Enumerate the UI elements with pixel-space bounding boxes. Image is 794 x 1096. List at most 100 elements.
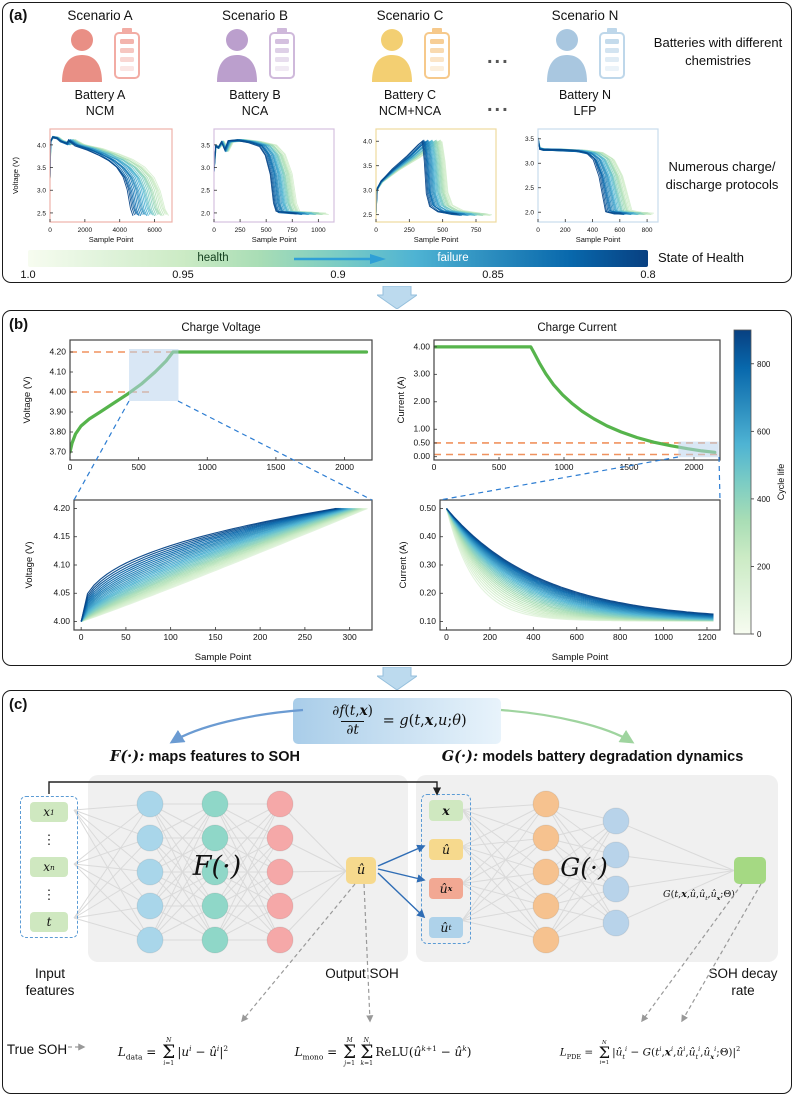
- svg-text:4.0: 4.0: [37, 142, 46, 149]
- svg-text:0: 0: [757, 630, 762, 639]
- svg-text:200: 200: [253, 632, 267, 642]
- battery-icon: [269, 28, 295, 79]
- svg-text:1.00: 1.00: [413, 424, 430, 434]
- svg-text:200: 200: [483, 632, 497, 642]
- soh-tick: 1.0: [20, 269, 36, 281]
- u-hat-label: û: [356, 863, 366, 878]
- svg-text:250: 250: [298, 632, 312, 642]
- svg-text:3.70: 3.70: [49, 446, 66, 456]
- f-inputs: x 1 ⋮ x n ⋮ t: [20, 796, 78, 938]
- svg-text:4.10: 4.10: [53, 559, 70, 569]
- svg-text:250: 250: [404, 227, 415, 234]
- svg-text:0: 0: [79, 632, 84, 642]
- chemistry-label: NCM: [85, 104, 115, 119]
- battery-label: Battery C: [383, 88, 437, 102]
- svg-text:250: 250: [235, 227, 246, 234]
- panel-b-label: (b): [9, 316, 29, 333]
- soh-tick: 0.8: [640, 269, 656, 281]
- svg-text:2.5: 2.5: [201, 188, 210, 195]
- svg-text:0: 0: [432, 462, 437, 472]
- svg-text:Voltage (V): Voltage (V): [24, 542, 35, 589]
- svg-text:1500: 1500: [266, 462, 285, 472]
- battery-icon: [424, 28, 450, 79]
- svg-text:Sample Point: Sample Point: [552, 652, 609, 663]
- svg-text:0.30: 0.30: [419, 559, 436, 569]
- svg-text:0: 0: [444, 632, 449, 642]
- svg-text:3.5: 3.5: [363, 163, 372, 170]
- scenario-b: Scenario B Battery B NCA: [185, 8, 325, 120]
- svg-text:Current (A): Current (A): [398, 542, 409, 589]
- battery-name: Battery N LFP: [515, 87, 655, 120]
- svg-text:0: 0: [48, 227, 52, 234]
- soh-tick: 0.95: [172, 269, 194, 281]
- vdots: ⋮: [42, 831, 56, 847]
- svg-text:0.00: 0.00: [413, 451, 430, 461]
- svg-text:Current (A): Current (A): [396, 377, 407, 424]
- scenario-b-title: Scenario B: [221, 8, 289, 23]
- f-big-label: F(·): [192, 851, 242, 882]
- svg-text:3.80: 3.80: [49, 426, 66, 436]
- panel-c-label: (c): [9, 696, 28, 713]
- svg-text:50: 50: [121, 632, 131, 642]
- svg-text:Sample Point: Sample Point: [195, 652, 252, 663]
- svg-text:6000: 6000: [147, 227, 162, 234]
- svg-text:2.5: 2.5: [37, 210, 46, 217]
- voltage_inset-axes: 0 50 100 150 200 250 300 4.00 4.05 4.10 4.15 4.20 Sa…: [24, 499, 373, 663]
- caption-soh-decay: SOH decay rate: [708, 966, 778, 998]
- g-script-symbol: G(·):: [441, 748, 479, 765]
- side-label-protocols: Numerous charge/ discharge protocols: [665, 159, 779, 192]
- soh-colorbar-title: State of Health: [658, 250, 744, 265]
- chemistry-label: NCA: [241, 104, 269, 119]
- battery-name: Battery A NCM: [30, 87, 170, 120]
- svg-text:400: 400: [526, 632, 540, 642]
- svg-text:4.15: 4.15: [53, 531, 70, 541]
- svg-text:500: 500: [492, 462, 506, 472]
- svg-text:4.0: 4.0: [363, 139, 372, 146]
- f-heading-text: maps features to SOH: [148, 749, 300, 765]
- svg-text:0.20: 0.20: [419, 588, 436, 598]
- svg-text:500: 500: [437, 227, 448, 234]
- scenario-n-title: Scenario N: [551, 8, 619, 23]
- svg-text:800: 800: [613, 632, 627, 642]
- svg-text:4.20: 4.20: [53, 503, 70, 513]
- svg-text:4.20: 4.20: [49, 346, 66, 356]
- charge_current-axes: Charge Current 0 500 1000 1500 2000 0.00 0.50 1.…: [396, 322, 721, 472]
- svg-text:Sample Point: Sample Point: [252, 235, 298, 244]
- charge_voltage-axes: Charge Voltage 0 500 1000 1500 2000 3.70 3.80 3.…: [22, 322, 373, 472]
- down-arrow-icon: [377, 667, 417, 690]
- svg-text:100: 100: [164, 632, 178, 642]
- svg-text:200: 200: [560, 227, 571, 234]
- svg-text:400: 400: [587, 227, 598, 234]
- g-output-box: [734, 857, 766, 884]
- svg-text:1200: 1200: [698, 632, 717, 642]
- svg-text:Voltage (V): Voltage (V): [22, 377, 33, 424]
- svg-text:0.50: 0.50: [419, 503, 436, 513]
- ellipsis-names: ...: [487, 94, 510, 116]
- soh-tick: 0.9: [330, 269, 346, 281]
- svg-text:800: 800: [642, 227, 653, 234]
- scenario-a-title: Scenario A: [67, 8, 133, 23]
- svg-text:200: 200: [757, 562, 771, 571]
- svg-text:Sample Point: Sample Point: [414, 235, 460, 244]
- svg-text:0.40: 0.40: [419, 531, 436, 541]
- svg-text:3.00: 3.00: [413, 369, 430, 379]
- svg-text:Sample Point: Sample Point: [576, 235, 622, 244]
- scenario-c-title: Scenario C: [376, 8, 444, 23]
- svg-text:4.05: 4.05: [53, 588, 70, 598]
- svg-text:750: 750: [287, 227, 298, 234]
- svg-text:0: 0: [536, 227, 540, 234]
- svg-text:500: 500: [261, 227, 272, 234]
- svg-text:Charge Voltage: Charge Voltage: [181, 322, 260, 334]
- svg-text:Charge Current: Charge Current: [537, 322, 617, 334]
- svg-text:3.5: 3.5: [525, 136, 534, 143]
- caption-input-features: Input features: [25, 966, 75, 998]
- caption-output-soh: Output SOH: [325, 966, 399, 981]
- svg-text:4.00: 4.00: [413, 341, 430, 351]
